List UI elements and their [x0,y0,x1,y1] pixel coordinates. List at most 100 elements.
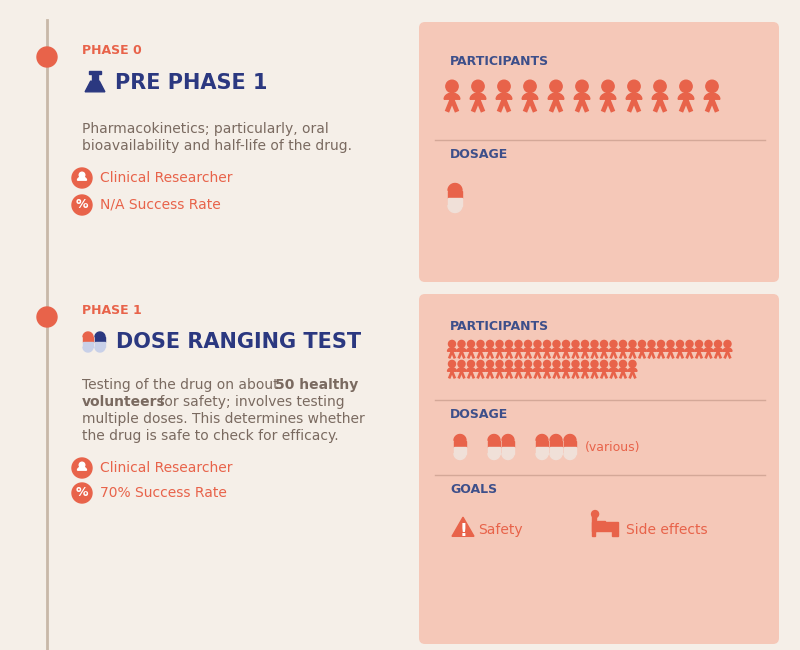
Circle shape [472,80,484,92]
Polygon shape [564,447,576,454]
Circle shape [576,80,588,92]
Text: PARTICIPANTS: PARTICIPANTS [450,320,549,333]
Text: DOSAGE: DOSAGE [450,408,508,421]
Circle shape [724,341,731,348]
Polygon shape [522,93,538,99]
Circle shape [591,360,598,367]
Circle shape [446,80,458,92]
Polygon shape [536,441,548,447]
Circle shape [534,341,541,348]
Polygon shape [704,93,720,99]
Polygon shape [466,368,475,371]
Polygon shape [505,368,514,371]
Circle shape [572,360,579,367]
Polygon shape [562,368,570,371]
Polygon shape [452,517,474,536]
Circle shape [629,360,636,367]
Circle shape [37,307,57,327]
Polygon shape [564,434,576,441]
Circle shape [506,341,513,348]
Text: Clinical Researcher: Clinical Researcher [100,461,233,475]
Circle shape [658,341,665,348]
Polygon shape [476,348,485,351]
Polygon shape [574,93,590,99]
Text: PRE PHASE 1: PRE PHASE 1 [115,73,267,93]
Polygon shape [609,368,618,371]
Polygon shape [626,93,642,99]
Polygon shape [83,332,93,337]
Polygon shape [495,348,504,351]
Circle shape [467,341,474,348]
Circle shape [37,47,57,67]
Circle shape [706,80,718,92]
Polygon shape [590,348,599,351]
Polygon shape [454,454,466,460]
Circle shape [498,80,510,92]
Polygon shape [448,190,462,198]
Polygon shape [78,177,86,180]
Polygon shape [652,93,668,99]
Circle shape [515,341,522,348]
Polygon shape [581,368,590,371]
Polygon shape [581,348,590,351]
Circle shape [458,341,465,348]
Circle shape [72,483,92,503]
Circle shape [458,360,465,367]
Circle shape [680,80,692,92]
Circle shape [562,360,570,367]
Circle shape [654,80,666,92]
Circle shape [591,510,598,517]
Polygon shape [457,368,466,371]
Polygon shape [548,93,564,99]
Polygon shape [476,368,485,371]
Circle shape [591,341,598,348]
Polygon shape [592,531,594,536]
Polygon shape [502,441,514,447]
Polygon shape [502,434,514,441]
Polygon shape [542,368,551,371]
Text: bioavailability and half-life of the drug.: bioavailability and half-life of the dru… [82,139,352,153]
Text: Pharmacokinetics; particularly, oral: Pharmacokinetics; particularly, oral [82,122,329,136]
Polygon shape [95,332,105,337]
Circle shape [515,360,522,367]
Polygon shape [536,447,548,454]
Polygon shape [447,368,457,371]
Polygon shape [496,93,512,99]
Polygon shape [447,348,457,351]
Text: PHASE 0: PHASE 0 [82,44,142,57]
Circle shape [610,341,617,348]
Text: GOALS: GOALS [450,483,497,496]
Polygon shape [564,441,576,447]
Text: %: % [76,486,88,499]
Circle shape [477,341,484,348]
Polygon shape [599,348,609,351]
Circle shape [486,341,494,348]
Circle shape [582,341,589,348]
Polygon shape [618,368,627,371]
Circle shape [486,360,494,367]
Polygon shape [523,368,533,371]
Circle shape [582,360,589,367]
Circle shape [534,360,541,367]
Polygon shape [536,454,548,460]
Text: (various): (various) [585,441,641,454]
FancyBboxPatch shape [419,294,779,644]
Text: for safety; involves testing: for safety; involves testing [155,395,345,409]
Polygon shape [590,368,599,371]
Circle shape [525,360,531,367]
Circle shape [72,168,92,188]
Polygon shape [628,368,637,371]
Polygon shape [597,521,605,522]
Polygon shape [685,348,694,351]
Circle shape [79,462,85,468]
Circle shape [79,172,85,178]
Polygon shape [444,93,460,99]
Polygon shape [647,348,656,351]
Polygon shape [523,348,533,351]
Text: Testing of the drug on about: Testing of the drug on about [82,378,283,392]
Circle shape [629,341,636,348]
Text: N/A Success Rate: N/A Success Rate [100,198,221,212]
Polygon shape [550,434,562,441]
Polygon shape [704,348,713,351]
Circle shape [553,360,560,367]
